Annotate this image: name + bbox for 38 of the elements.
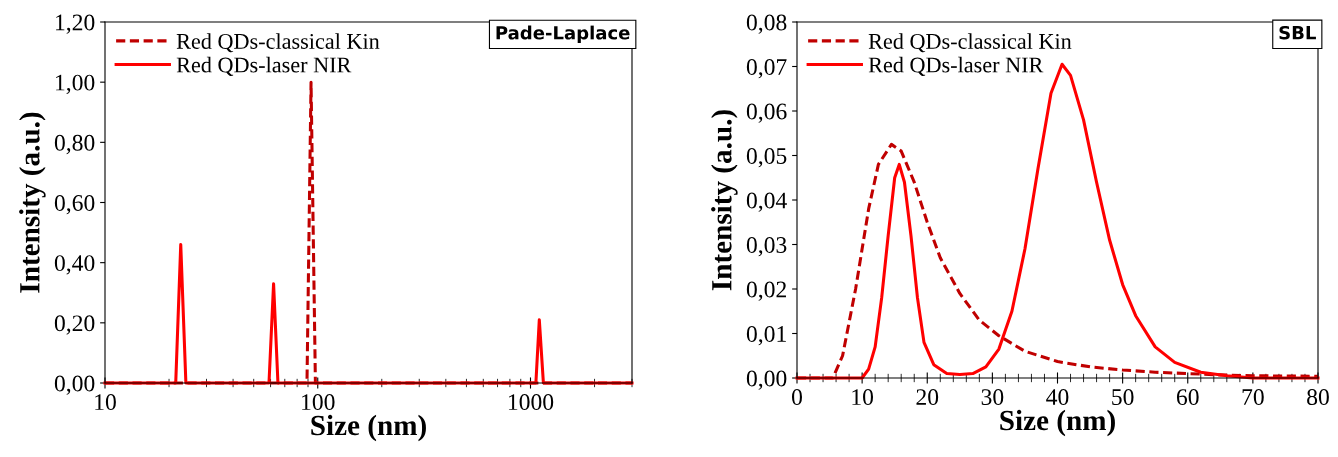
y-axis-title: Intensity (a.u.) — [711, 110, 738, 291]
x-tick-label: 1000 — [508, 394, 554, 411]
y-tick-label: 0,20 — [54, 315, 95, 335]
y-tick-label: 0,08 — [746, 14, 787, 34]
y-tick-label: 0,04 — [746, 192, 787, 212]
annotation: Pade-Laplace — [496, 25, 630, 44]
y-tick-label: 1,00 — [56, 74, 95, 94]
x-tick-label: 30 — [981, 389, 1004, 406]
x-axis-title: Size (nm) — [311, 414, 426, 442]
legend-label: Red QDs-classical Kin — [868, 33, 1072, 53]
x-tick-label: 60 — [1176, 389, 1199, 406]
legend-label: Red QDs-laser NIR — [176, 56, 352, 76]
y-tick-label: 0,06 — [746, 103, 787, 123]
y-axis-title: Intensity (a.u.) — [19, 112, 46, 293]
x-tick-label: 80 — [1307, 389, 1329, 406]
y-tick-label: 0,03 — [746, 236, 787, 257]
y-tick-label: 0,00 — [54, 375, 95, 395]
x-tick-label: 100 — [302, 394, 335, 411]
y-tick-label: 0,02 — [746, 281, 786, 301]
y-tick-label: 0,01 — [746, 325, 786, 346]
y-tick-label: 0,80 — [54, 134, 95, 155]
y-tick-label: 1,20 — [56, 14, 95, 34]
y-tick-label: 0,00 — [746, 370, 787, 390]
y-tick-label: 0,60 — [54, 194, 95, 215]
x-tick-label: 10 — [95, 394, 116, 411]
x-tick-label: 0 — [792, 389, 802, 406]
x-tick-label: 40 — [1046, 389, 1069, 406]
y-tick-label: 0,05 — [746, 147, 787, 168]
y-tick-label: 0,40 — [54, 255, 95, 275]
legend-label: Red QDs-laser NIR — [868, 56, 1044, 76]
x-tick-label: 70 — [1242, 389, 1264, 406]
annotation: SBL — [1279, 25, 1316, 40]
y-tick-label: 0,07 — [746, 58, 787, 79]
x-tick-label: 10 — [852, 389, 874, 406]
legend-label: Red QDs-classical Kin — [176, 33, 380, 53]
x-tick-label: 20 — [916, 389, 939, 406]
x-axis-title: Size (nm) — [1000, 409, 1115, 437]
x-tick-label: 50 — [1112, 389, 1134, 406]
